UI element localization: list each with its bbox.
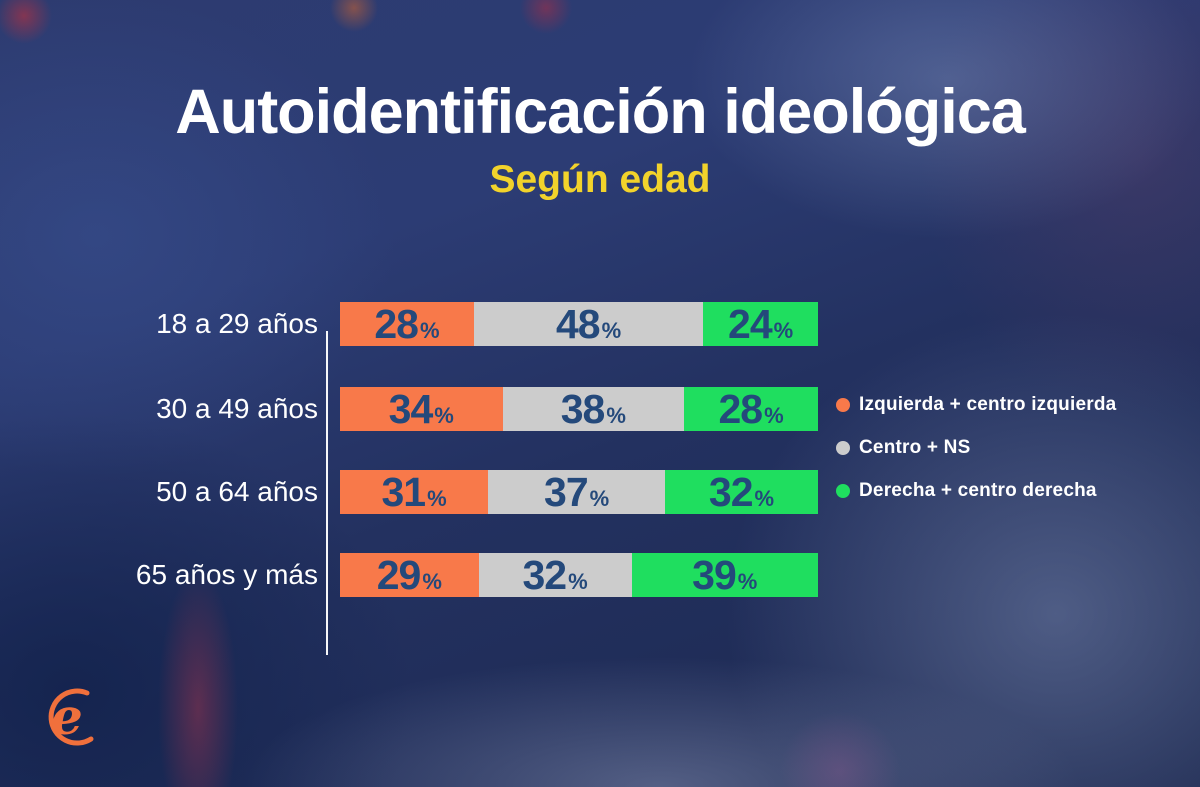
legend-label: Centro + NS (859, 437, 971, 458)
value-label: 31% (381, 468, 447, 515)
legend-dot-icon (836, 484, 850, 498)
legend-item: Izquierda + centro izquierda (836, 394, 1116, 416)
value-label: 37% (544, 468, 610, 515)
legend-item: Derecha + centro derecha (836, 480, 1116, 502)
value-label: 32% (708, 468, 775, 515)
stacked-bar: 34% 38% 28% (340, 385, 818, 432)
value-label: 38% (560, 385, 626, 432)
stacked-bar: 29% 32% 39% (340, 551, 818, 598)
value-label: 29% (376, 551, 442, 598)
bar-segment: 24% (703, 300, 818, 347)
bar-segment: 28% (340, 300, 474, 347)
chart-row: 30 a 49 años 34% 38% 28% (0, 385, 1200, 432)
legend-dot-icon (836, 398, 850, 412)
bar-segment: 31% (340, 468, 489, 515)
axis-line (326, 331, 328, 655)
category-label: 65 años y más (135, 559, 318, 590)
bar-segment: 37% (488, 468, 666, 515)
legend-label: Derecha + centro derecha (859, 480, 1097, 501)
logo-arc (48, 688, 94, 746)
stacked-bar: 31% 37% 32% (340, 468, 818, 515)
value-label: 34% (388, 385, 454, 432)
legend-item: Centro + NS (836, 437, 1116, 459)
logo-letter: e (51, 687, 83, 746)
brand-logo-icon: e (48, 687, 94, 746)
category-label: 30 a 49 años (156, 393, 318, 424)
page-title: Autoidentificación ideológica (175, 77, 1026, 147)
value-label: 48% (555, 300, 622, 347)
stacked-bar: 28% 48% 24% (340, 300, 818, 347)
category-label: 18 a 29 años (156, 308, 318, 339)
value-label: 28% (374, 300, 440, 347)
bar-segment: 32% (665, 468, 818, 515)
bar-segment: 28% (684, 385, 818, 432)
chart-row: 50 a 64 años 31% 37% 32% (0, 468, 1200, 515)
bar-segment: 29% (340, 551, 479, 598)
chart-row: 65 años y más 29% 32% 39% (0, 551, 1200, 598)
bar-segment: 48% (473, 300, 704, 347)
value-label: 39% (692, 551, 758, 598)
bar-segment: 32% (478, 551, 632, 598)
chart-row: 18 a 29 años 28% 48% 24% (0, 300, 1200, 347)
legend: Izquierda + centro izquierda Centro + NS D… (836, 394, 1116, 523)
bar-segment: 34% (340, 385, 503, 432)
category-label: 50 a 64 años (156, 476, 318, 507)
legend-dot-icon (836, 441, 850, 455)
page-subtitle: Según edad (489, 158, 711, 201)
bar-segment: 39% (631, 551, 818, 598)
value-label: 32% (522, 551, 588, 598)
bar-segment: 38% (502, 385, 685, 432)
value-label: 24% (728, 300, 794, 347)
legend-label: Izquierda + centro izquierda (859, 394, 1117, 415)
value-label: 28% (718, 385, 784, 432)
